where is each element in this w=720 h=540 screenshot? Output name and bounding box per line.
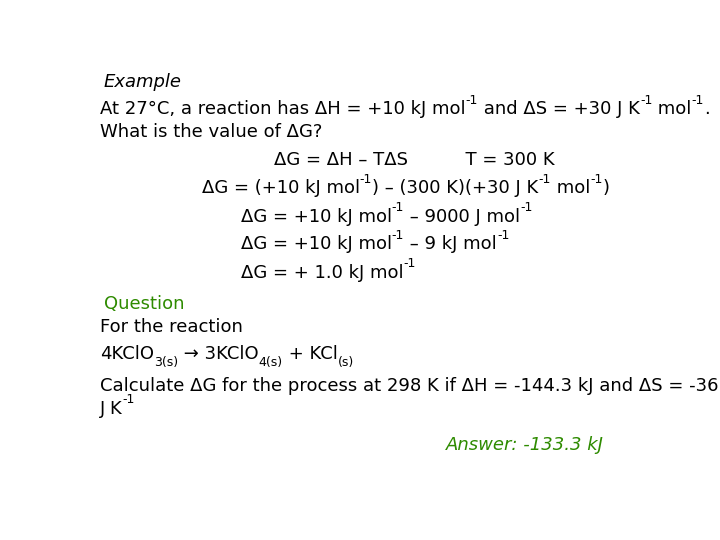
Text: -1: -1 <box>360 173 372 186</box>
Text: .: . <box>704 100 710 118</box>
Text: -1: -1 <box>539 173 551 186</box>
Text: 3(s): 3(s) <box>154 356 178 369</box>
Text: ): ) <box>603 179 609 197</box>
Text: ) – (300 K)(+30 J K: ) – (300 K)(+30 J K <box>372 179 539 197</box>
Text: – 9000 J mol: – 9000 J mol <box>404 207 521 226</box>
Text: -1: -1 <box>392 201 404 214</box>
Text: + KCl: + KCl <box>283 345 338 363</box>
Text: mol: mol <box>551 179 590 197</box>
Text: -1: -1 <box>392 229 404 242</box>
Text: For the reaction: For the reaction <box>100 318 243 336</box>
Text: and ΔS = +30 J K: and ΔS = +30 J K <box>478 100 640 118</box>
Text: -1: -1 <box>123 394 135 407</box>
Text: → 3KClO: → 3KClO <box>178 345 258 363</box>
Text: -1: -1 <box>466 93 478 106</box>
Text: -1: -1 <box>521 201 533 214</box>
Text: -1: -1 <box>497 229 509 242</box>
Text: J K: J K <box>100 400 123 418</box>
Text: At 27°C, a reaction has ΔH = +10 kJ mol: At 27°C, a reaction has ΔH = +10 kJ mol <box>100 100 466 118</box>
Text: -1: -1 <box>640 93 652 106</box>
Text: mol: mol <box>652 100 692 118</box>
Text: Example: Example <box>104 73 182 91</box>
Text: What is the value of ΔG?: What is the value of ΔG? <box>100 123 323 141</box>
Text: -1: -1 <box>590 173 603 186</box>
Text: ΔG = +10 kJ mol: ΔG = +10 kJ mol <box>240 207 392 226</box>
Text: – 9 kJ mol: – 9 kJ mol <box>404 235 497 253</box>
Text: 4KClO: 4KClO <box>100 345 154 363</box>
Text: -1: -1 <box>692 93 704 106</box>
Text: ΔG = (+10 kJ mol: ΔG = (+10 kJ mol <box>202 179 360 197</box>
Text: (s): (s) <box>338 356 354 369</box>
Text: ΔG = +10 kJ mol: ΔG = +10 kJ mol <box>240 235 392 253</box>
Text: -1: -1 <box>403 257 415 270</box>
Text: Question: Question <box>104 295 184 313</box>
Text: Answer: -133.3 kJ: Answer: -133.3 kJ <box>446 436 604 454</box>
Text: Calculate ΔG for the process at 298 K if ΔH = -144.3 kJ and ΔS = -36.8: Calculate ΔG for the process at 298 K if… <box>100 377 720 395</box>
Text: ΔG = + 1.0 kJ mol: ΔG = + 1.0 kJ mol <box>240 264 403 282</box>
Text: 4(s): 4(s) <box>258 356 283 369</box>
Text: ΔG = ΔH – TΔS          T = 300 K: ΔG = ΔH – TΔS T = 300 K <box>274 151 555 168</box>
